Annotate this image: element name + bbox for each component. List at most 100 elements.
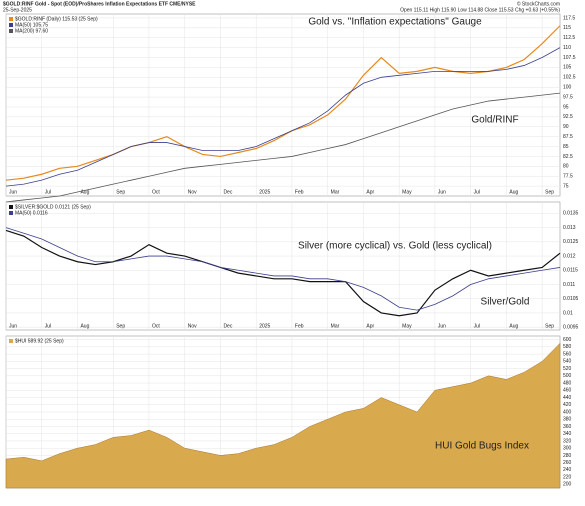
x-tick-label: Jul [45, 323, 51, 329]
legend-label: MA(50) 105.75 [15, 22, 48, 28]
x-tick-label: Jun [9, 189, 17, 195]
x-tick-label: Feb [295, 323, 304, 329]
x-tick-label: Apr [366, 189, 374, 195]
legend-swatch [9, 211, 13, 215]
x-tick-label: Sep [545, 323, 554, 329]
x-tick-label: Sep [116, 323, 125, 329]
y-tick-label: 540 [563, 359, 572, 365]
y-tick-label: 77.5 [563, 174, 573, 180]
x-tick-label: Oct [152, 323, 160, 329]
y-tick-label: 97.5 [563, 94, 573, 100]
y-tick-label: 102.5 [563, 75, 576, 81]
y-tick-label: 220 [563, 474, 572, 480]
annotation: Gold vs. "Inflation expectations" Gauge [308, 17, 482, 28]
legend-swatch [9, 205, 13, 209]
x-tick-label: Dec [223, 189, 232, 195]
y-tick-label: 0.0135 [563, 211, 579, 217]
y-tick-label: 0.0125 [563, 239, 579, 245]
y-tick-label: 340 [563, 431, 572, 437]
x-tick-label: Mar [331, 189, 340, 195]
annotation: Gold/RINF [471, 115, 518, 126]
x-tick-label: May [402, 189, 412, 195]
x-tick-label: 2025 [259, 189, 270, 195]
y-tick-label: 460 [563, 388, 572, 394]
y-tick-label: 600 [563, 337, 572, 343]
y-tick-label: 105 [563, 65, 572, 71]
y-tick-label: 440 [563, 395, 572, 401]
x-tick-label: Aug [509, 189, 518, 195]
series-line [5, 25, 561, 181]
legend-swatch [9, 23, 13, 27]
y-tick-label: 520 [563, 366, 572, 372]
y-tick-label: 80 [563, 164, 569, 170]
y-tick-label: 90 [563, 124, 569, 130]
y-tick-label: 0.0115 [563, 268, 578, 274]
x-tick-label: Nov [188, 323, 197, 329]
y-tick-label: 112.5 [563, 35, 575, 41]
x-tick-label: Jun [438, 323, 446, 329]
series-area [5, 342, 561, 489]
annotation: HUI Gold Bugs Index [435, 441, 529, 452]
annotation: Silver (more cyclical) vs. Gold (less cy… [298, 241, 492, 252]
x-tick-label: Aug [80, 189, 89, 195]
y-tick-label: 95 [563, 104, 569, 110]
series-line [5, 92, 561, 203]
y-tick-label: 115 [563, 25, 571, 31]
x-tick-label: Jun [9, 323, 17, 329]
x-tick-label: Mar [331, 323, 340, 329]
x-tick-label: Aug [509, 323, 518, 329]
y-tick-label: 0.0095 [563, 324, 579, 330]
y-tick-label: 500 [563, 373, 572, 379]
legend-swatch [9, 29, 13, 33]
quote: Open 115.11 High 115.90 Low 114.88 Close… [400, 7, 560, 13]
y-tick-label: 107.5 [563, 55, 576, 61]
y-tick-label: 280 [563, 453, 572, 459]
y-tick-label: 240 [563, 467, 572, 473]
y-tick-label: 200 [563, 482, 572, 488]
legend-label: $GOLD:RINF (Daily) 115.53 (25 Sep) [15, 16, 98, 22]
y-tick-label: 92.5 [563, 114, 573, 120]
legend-swatch [9, 17, 13, 21]
y-tick-label: 75 [563, 183, 569, 189]
y-tick-label: 420 [563, 402, 572, 408]
chart-title: $GOLD:RINF Gold - Spot (EOD)/ProShares I… [3, 1, 196, 7]
x-tick-label: Sep [545, 189, 554, 195]
y-tick-label: 117.5 [563, 15, 575, 21]
x-tick-label: Apr [366, 323, 374, 329]
y-tick-label: 0.01 [563, 310, 573, 316]
x-tick-label: Jul [474, 189, 480, 195]
x-tick-label: Jun [438, 189, 446, 195]
x-tick-label: May [402, 323, 412, 329]
y-tick-label: 360 [563, 424, 572, 430]
y-tick-label: 300 [563, 446, 572, 452]
y-tick-label: 0.011 [563, 282, 575, 288]
y-tick-label: 400 [563, 409, 572, 415]
legend-label: $SILVER:$GOLD 0.0121 (25 Sep) [15, 204, 91, 210]
y-tick-label: 260 [563, 460, 572, 466]
watermark: © StockCharts.com [517, 0, 560, 7]
x-tick-label: Oct [152, 189, 160, 195]
x-tick-label: 2025 [259, 323, 270, 329]
y-tick-label: 85 [563, 144, 569, 150]
y-tick-label: 100 [563, 85, 572, 91]
y-tick-label: 110 [563, 45, 571, 51]
series-line [5, 229, 561, 317]
x-tick-label: Feb [295, 189, 304, 195]
legend-label: MA(50) 0.0116 [15, 210, 48, 216]
legend-label: $HUI 589.92 (25 Sep) [15, 338, 64, 344]
legend-label: MA(200) 97.60 [15, 28, 48, 34]
x-tick-label: Sep [116, 189, 125, 195]
y-tick-label: 580 [563, 344, 572, 350]
y-tick-label: 87.5 [563, 134, 573, 140]
series-line [5, 47, 561, 187]
y-tick-label: 82.5 [563, 154, 573, 160]
x-tick-label: Nov [188, 189, 197, 195]
y-tick-label: 0.012 [563, 253, 576, 259]
y-tick-label: 0.0105 [563, 296, 579, 302]
x-tick-label: Jul [474, 323, 480, 329]
y-tick-label: 380 [563, 417, 572, 423]
x-tick-label: Dec [223, 323, 232, 329]
annotation: Silver/Gold [481, 297, 530, 308]
x-tick-label: Jul [45, 189, 51, 195]
